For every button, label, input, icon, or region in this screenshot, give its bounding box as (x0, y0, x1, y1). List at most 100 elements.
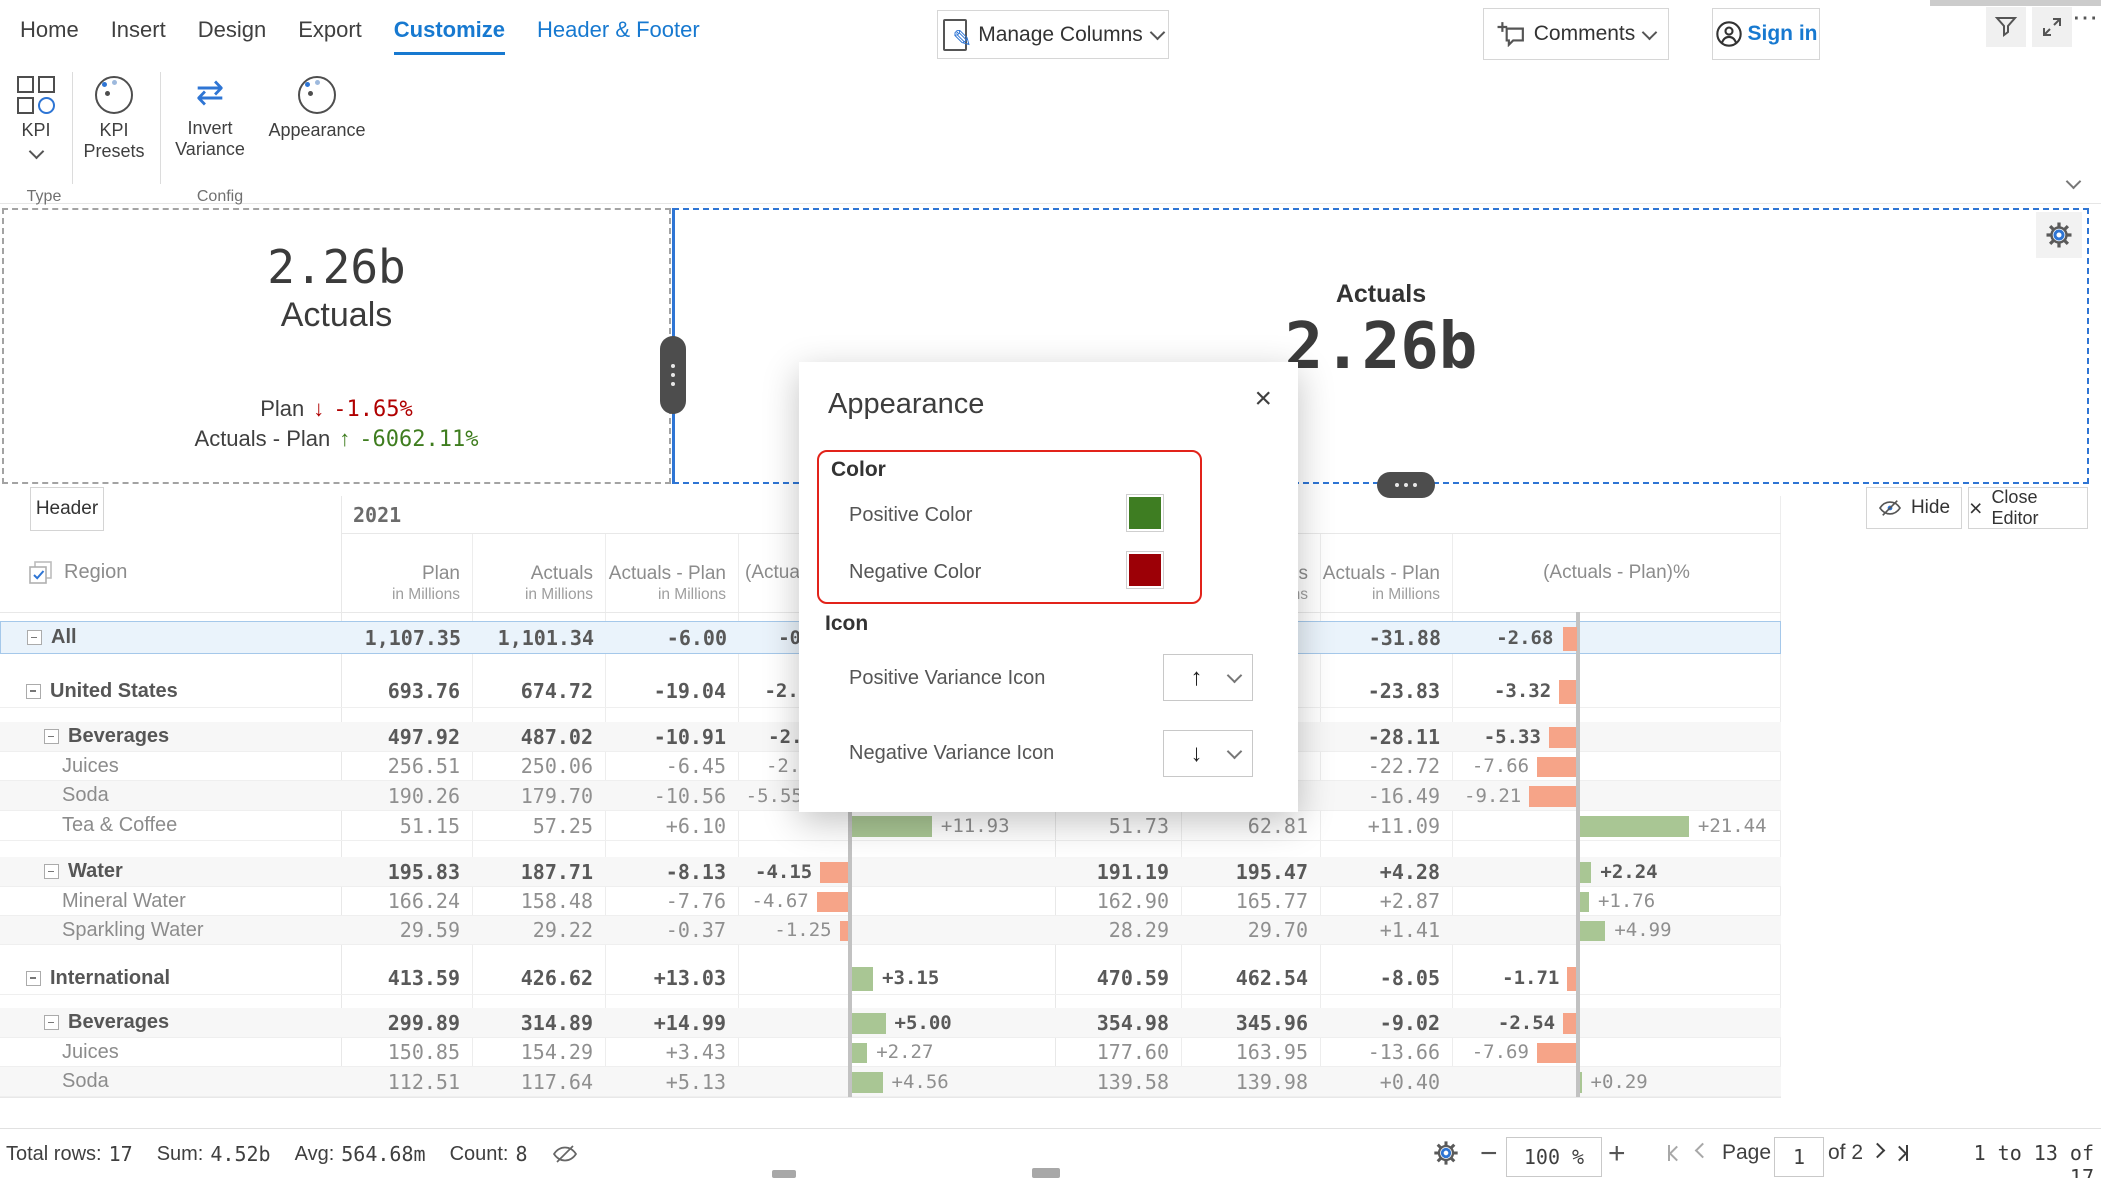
cell-p1: 497.92 (387, 724, 460, 749)
row-label: Juices (62, 1040, 119, 1063)
fullscreen-button[interactable] (2032, 7, 2072, 47)
tab-insert[interactable]: Insert (110, 17, 166, 42)
negative-variance-icon-dropdown[interactable]: ↓ (1163, 730, 1253, 777)
row-range-indicator: 1 to 13 of 17 (1973, 1141, 2094, 1178)
filter-button[interactable] (1986, 7, 2026, 47)
cell-v2: +4.28 (1379, 859, 1440, 884)
table-row-tea-coffee[interactable]: Tea & Coffee 51.15 57.25 +6.10 51.73 62.81 +11… (0, 811, 1781, 841)
kpi-card[interactable]: 2.26b Actuals Plan ↓ -1.65% Actuals - Pl… (2, 208, 671, 484)
dialog-close-button[interactable]: × (1254, 382, 1272, 415)
eye-slash-icon[interactable] (552, 1143, 578, 1165)
cell-v1: -6.45 (665, 754, 726, 778)
cell-a2: 165.77 (1235, 889, 1308, 913)
tab-design[interactable]: Design (197, 17, 267, 42)
table-row-water[interactable]: Water 195.83 187.71 -8.13 191.19 195.47 +4.28 -… (0, 857, 1781, 887)
vertical-drag-handle[interactable] (660, 336, 686, 414)
column-header-plan[interactable]: Plan in Millions (391, 563, 460, 603)
cell-v1: -10.56 (653, 783, 726, 808)
variance-bar-label: -5.55 (745, 784, 803, 807)
cell-a1: 187.71 (520, 859, 593, 884)
negative-variance-bar (1559, 679, 1576, 704)
collapse-icon[interactable] (44, 1015, 59, 1030)
page-number-input[interactable] (1774, 1137, 1824, 1177)
region-column-header[interactable]: Region (0, 533, 341, 612)
appearance-button[interactable]: Appearance (262, 76, 372, 141)
cell-a1: 487.02 (520, 724, 593, 749)
variance-bar-label: -2.54 (1497, 1011, 1556, 1034)
collapse-icon[interactable] (26, 683, 41, 699)
first-page-button[interactable] (1668, 1145, 1685, 1161)
tab-export[interactable]: Export (298, 17, 362, 42)
table-row-international[interactable]: International 413.59 426.62 +13.03 470.59 462… (0, 962, 1781, 995)
positive-variance-icon-dropdown[interactable]: ↑ (1163, 654, 1253, 701)
kpi-card-value: 2.26b (267, 240, 406, 294)
table-row-mineral-water[interactable]: Mineral Water 166.24 158.48 -7.76 162.90 165.… (0, 887, 1781, 916)
kpi-type-button[interactable]: KPI (10, 76, 62, 162)
sign-in-button[interactable]: Sign in (1712, 8, 1820, 60)
cell-a1: 179.70 (520, 783, 593, 808)
cell-a1: 1,101.34 (497, 625, 594, 650)
comments-button[interactable]: Comments (1483, 8, 1669, 60)
kpi-presets-button[interactable]: KPI Presets (82, 76, 146, 161)
table-settings-button[interactable] (1432, 1139, 1460, 1172)
comment-plus-icon (1497, 22, 1524, 47)
ribbon-group-type: Type (26, 188, 62, 205)
last-page-button[interactable] (1891, 1145, 1908, 1161)
column-header-variance[interactable]: Actuals - Plan in Millions (608, 563, 726, 603)
table-row-beverages[interactable]: Beverages 299.89 314.89 +14.99 354.98 345.96 -… (0, 1008, 1781, 1038)
next-page-button[interactable] (1869, 1142, 1886, 1159)
cell-a2: 345.96 (1235, 1010, 1308, 1035)
color-section-label: Color (831, 458, 886, 481)
collapse-ribbon-chevron[interactable] (2065, 173, 2082, 190)
variance-bar-label: -4.67 (751, 890, 809, 912)
cell-a1: 154.29 (520, 1040, 593, 1064)
invert-variance-button[interactable]: ⇄ Invert Variance (172, 74, 248, 159)
collapse-icon[interactable] (44, 864, 59, 879)
chevron-down-icon (1641, 24, 1658, 40)
manage-columns-button[interactable]: ✎ Manage Columns (937, 10, 1169, 59)
zoom-in-button[interactable]: + (1608, 1137, 1626, 1170)
cell-v1: -10.91 (653, 724, 726, 749)
zoom-level-input[interactable] (1506, 1137, 1602, 1177)
positive-color-swatch[interactable] (1126, 494, 1164, 532)
table-row-soda[interactable]: Soda 112.51 117.64 +5.13 139.58 139.98 +0.40 +4… (0, 1067, 1781, 1097)
hide-button[interactable]: Hide (1866, 487, 1962, 529)
status-bar: Total rows: 17 Sum: 4.52b Avg: 564.68m Coun… (0, 1128, 2101, 1178)
collapse-icon[interactable] (26, 970, 41, 986)
chart-axis-left (848, 612, 852, 1097)
zoom-out-button[interactable]: − (1480, 1137, 1498, 1170)
row-label: Mineral Water (62, 889, 186, 912)
cell-p1: 150.85 (387, 1040, 460, 1064)
horizontal-drag-handle[interactable] (1377, 472, 1435, 498)
cell-a2: 195.47 (1235, 859, 1308, 884)
cell-p2: 139.58 (1096, 1069, 1169, 1094)
down-arrow-icon: ↓ (313, 396, 325, 421)
header-tab[interactable]: Header (30, 487, 104, 531)
tab-header-footer[interactable]: Header & Footer (537, 17, 700, 42)
row-label: Beverages (0, 1008, 341, 1037)
collapse-icon[interactable] (44, 729, 59, 744)
column2-header-variance[interactable]: Actuals - Plan in Millions (1322, 563, 1440, 603)
more-options-button[interactable]: ⋯ (2072, 2, 2099, 32)
cell-v1: -19.04 (653, 679, 726, 703)
negative-color-swatch[interactable] (1126, 551, 1164, 589)
palette-icon (95, 76, 133, 114)
column-header-actuals[interactable]: Actuals in Millions (524, 563, 593, 603)
close-editor-button[interactable]: × Close Editor (1968, 487, 2088, 529)
cell-v1: -7.76 (665, 889, 726, 913)
tab-customize[interactable]: Customize (393, 17, 506, 55)
table-row-sparkling-water[interactable]: Sparkling Water 29.59 29.22 -0.37 28.29 29.70… (0, 916, 1781, 945)
negative-variance-bar (1536, 1042, 1576, 1063)
row-label: United States (0, 675, 341, 707)
row-label: Tea & Coffee (62, 814, 178, 836)
table-row-juices[interactable]: Juices 150.85 154.29 +3.43 177.60 163.95 -13.6… (0, 1038, 1781, 1067)
panel-settings-button[interactable] (2036, 212, 2082, 258)
tab-home[interactable]: Home (20, 17, 79, 42)
kpi-panel-selected[interactable]: Actuals 2.26b (673, 208, 2089, 484)
table-group-header-2021: 2021 (353, 502, 402, 527)
column2-header-variance-pct[interactable]: (Actuals - Plan)% (1543, 561, 1690, 583)
funnel-icon (1994, 17, 2018, 37)
prev-page-button[interactable] (1694, 1142, 1711, 1159)
positive-variance-bar (852, 1042, 868, 1063)
collapse-icon[interactable] (27, 630, 42, 645)
